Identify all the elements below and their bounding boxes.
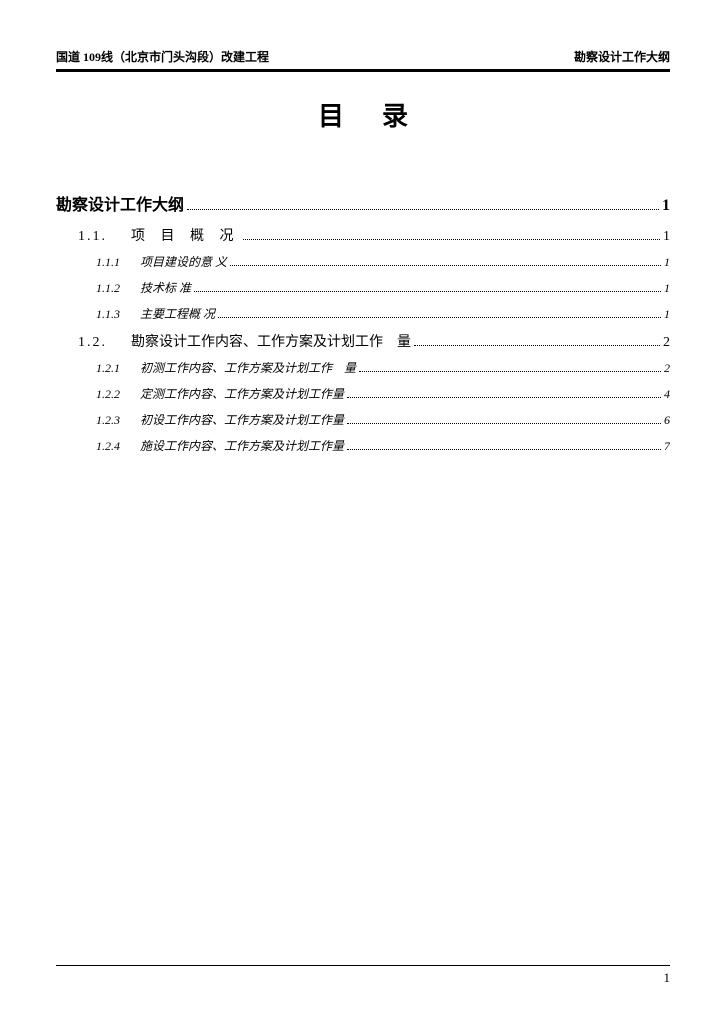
toc-entry-1-2-3: 1.2.3 初设工作内容、工作方案及计划工作量 6: [96, 411, 670, 428]
toc-text: 定测工作内容、工作方案及计划工作量: [140, 385, 344, 402]
footer-rule: [56, 965, 670, 966]
toc-page-number: 2: [663, 335, 670, 351]
toc-leader: [347, 442, 661, 450]
page-header: 国道 109线（北京市门头沟段）改建工程 勘察设计工作大纲: [56, 48, 670, 67]
document-page: 国道 109线（北京市门头沟段）改建工程 勘察设计工作大纲 目录 勘察设计工作大…: [0, 0, 726, 1026]
header-left: 国道 109线（北京市门头沟段）改建工程: [56, 48, 269, 65]
toc-leader: [347, 390, 661, 398]
table-of-contents: 勘察设计工作大纲 1 1.1. 项 目 概 况 1 1.1.1 项目建设的意 义…: [56, 191, 670, 454]
toc-page-number: 6: [664, 413, 670, 428]
toc-text: 项 目 概 况: [131, 225, 240, 245]
toc-leader: [243, 230, 661, 240]
toc-leader: [218, 310, 661, 318]
toc-text: 初测工作内容、工作方案及计划工作 量: [140, 359, 356, 376]
toc-leader: [347, 416, 661, 424]
toc-page-number: 7: [664, 439, 670, 454]
toc-entry-1-2-1: 1.2.1 初测工作内容、工作方案及计划工作 量 2: [96, 359, 670, 376]
toc-text: 初设工作内容、工作方案及计划工作量: [140, 411, 344, 428]
toc-entry-1-1-3: 1.1.3 主要工程概 况 1: [96, 305, 670, 322]
toc-number: 1.1.: [78, 229, 107, 245]
toc-page-number: 1: [662, 197, 670, 215]
toc-leader: [414, 336, 660, 346]
toc-text: 施设工作内容、工作方案及计划工作量: [140, 437, 344, 454]
toc-page-number: 1: [664, 255, 670, 270]
footer-page-number: 1: [56, 970, 670, 986]
toc-entry-1-2: 1.2. 勘察设计工作内容、工作方案及计划工作 量 2: [78, 331, 670, 351]
toc-number: 1.2.3: [96, 413, 120, 428]
toc-entry-1-1: 1.1. 项 目 概 况 1: [78, 225, 670, 245]
page-footer: 1: [56, 965, 670, 986]
toc-leader: [194, 284, 661, 292]
toc-number: 1.2.1: [96, 361, 120, 376]
toc-text: 主要工程概 况: [140, 305, 215, 322]
toc-entry-1-2-4: 1.2.4 施设工作内容、工作方案及计划工作量 7: [96, 437, 670, 454]
toc-page-number: 1: [664, 307, 670, 322]
toc-page-number: 1: [663, 229, 670, 245]
toc-number: 1.1.1: [96, 255, 120, 270]
header-right: 勘察设计工作大纲: [574, 48, 670, 65]
toc-text: 勘察设计工作内容、工作方案及计划工作 量: [131, 331, 411, 351]
toc-entry-1-1-1: 1.1.1 项目建设的意 义 1: [96, 253, 670, 270]
toc-text: 项目建设的意 义: [140, 253, 227, 270]
toc-text: 技术标 准: [140, 279, 191, 296]
toc-entry-1-1-2: 1.1.2 技术标 准 1: [96, 279, 670, 296]
toc-number: 1.2.2: [96, 387, 120, 402]
toc-page-number: 2: [664, 361, 670, 376]
toc-label: 勘察设计工作大纲: [56, 191, 184, 215]
page-title: 目录: [56, 96, 670, 133]
toc-page-number: 4: [664, 387, 670, 402]
toc-number: 1.1.2: [96, 281, 120, 296]
toc-leader: [230, 258, 661, 266]
toc-leader: [359, 364, 661, 372]
toc-page-number: 1: [664, 281, 670, 296]
toc-number: 1.2.: [78, 335, 107, 351]
toc-number: 1.1.3: [96, 307, 120, 322]
header-rule: [56, 69, 670, 72]
toc-entry-1-2-2: 1.2.2 定测工作内容、工作方案及计划工作量 4: [96, 385, 670, 402]
toc-leader: [187, 199, 659, 210]
toc-number: 1.2.4: [96, 439, 120, 454]
toc-entry-main: 勘察设计工作大纲 1: [56, 191, 670, 215]
